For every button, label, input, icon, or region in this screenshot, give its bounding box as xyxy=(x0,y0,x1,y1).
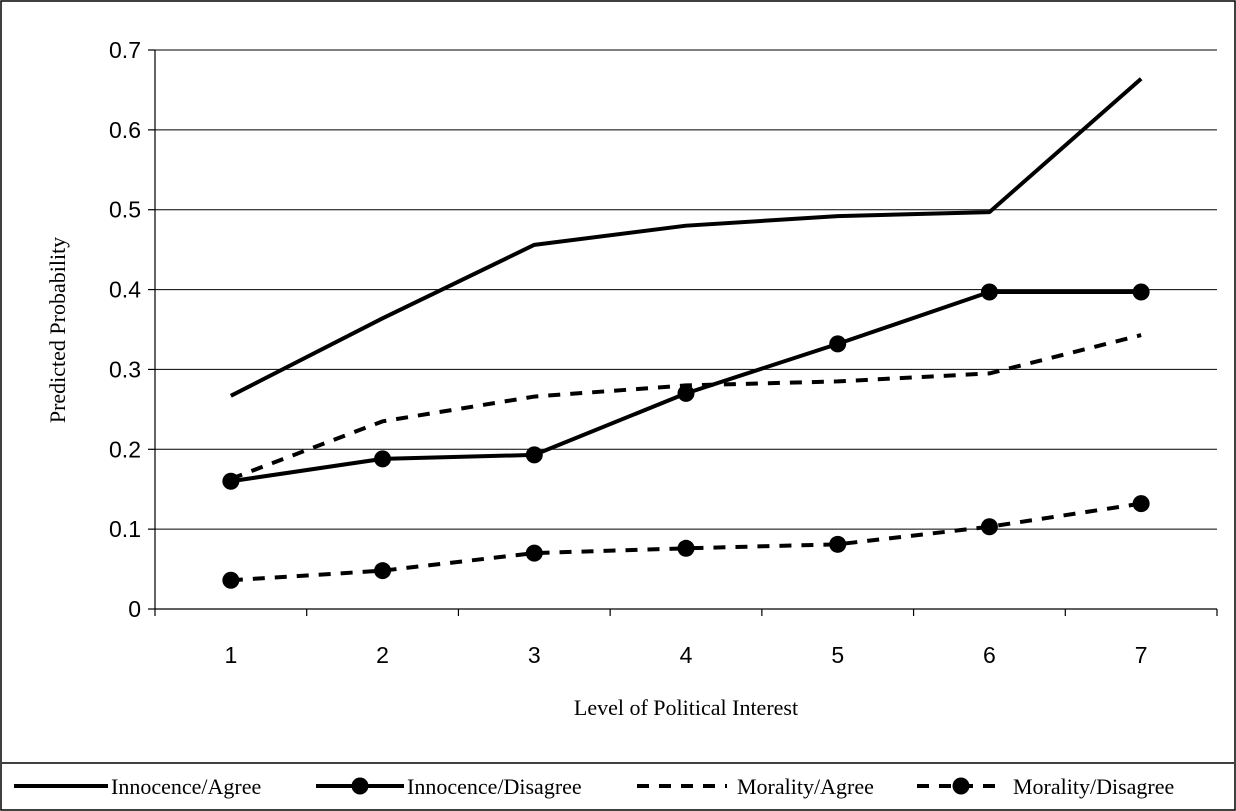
y-tick-label: 0.2 xyxy=(109,436,141,462)
x-tick-label: 5 xyxy=(831,642,844,668)
legend-marker xyxy=(952,777,970,795)
legend-label: Morality/Agree xyxy=(737,774,874,799)
data-point xyxy=(677,539,695,557)
series-line-0 xyxy=(229,77,1143,398)
legend-label: Innocence/Agree xyxy=(111,774,261,799)
data-point xyxy=(222,571,240,589)
y-tick-label: 0.6 xyxy=(109,117,141,143)
legend-marker xyxy=(351,777,369,795)
y-tick-label: 0 xyxy=(128,596,141,622)
data-point xyxy=(374,562,392,580)
y-tick-label: 0.5 xyxy=(109,197,141,223)
x-tick-label: 3 xyxy=(528,642,541,668)
legend-label: Innocence/Disagree xyxy=(407,774,582,799)
data-point xyxy=(525,446,543,464)
y-tick-label: 0.7 xyxy=(109,37,141,63)
x-axis-title: Level of Political Interest xyxy=(574,695,798,720)
y-tick-label: 0.3 xyxy=(109,356,141,382)
data-point xyxy=(829,335,847,353)
data-point xyxy=(525,544,543,562)
axes: 0 0.1 0.2 0.3 0.4 0.5 0.6 0.7 1 2 3 4 5 6 7 xyxy=(109,37,1218,668)
y-axis-title: Predicted Probability xyxy=(45,237,70,423)
data-point xyxy=(677,384,695,402)
data-point xyxy=(1132,283,1150,301)
series-line-2 xyxy=(230,333,1142,481)
data-point xyxy=(374,450,392,468)
x-tick-label: 6 xyxy=(983,642,996,668)
gridlines xyxy=(155,49,1217,530)
x-tick-label: 2 xyxy=(376,642,389,668)
x-tick-label: 7 xyxy=(1135,642,1148,668)
y-tick-label: 0.4 xyxy=(109,277,141,303)
data-point xyxy=(829,535,847,553)
data-point xyxy=(980,283,998,301)
x-tick-label: 4 xyxy=(680,642,693,668)
legend: Innocence/Agree Innocence/Disagree Moralit… xyxy=(14,774,1174,799)
data-point xyxy=(980,518,998,536)
y-tick-label: 0.1 xyxy=(109,516,141,542)
x-tick-label: 1 xyxy=(224,642,237,668)
series-layer xyxy=(222,77,1150,589)
legend-label: Morality/Disagree xyxy=(1013,774,1174,799)
data-point xyxy=(1132,495,1150,513)
